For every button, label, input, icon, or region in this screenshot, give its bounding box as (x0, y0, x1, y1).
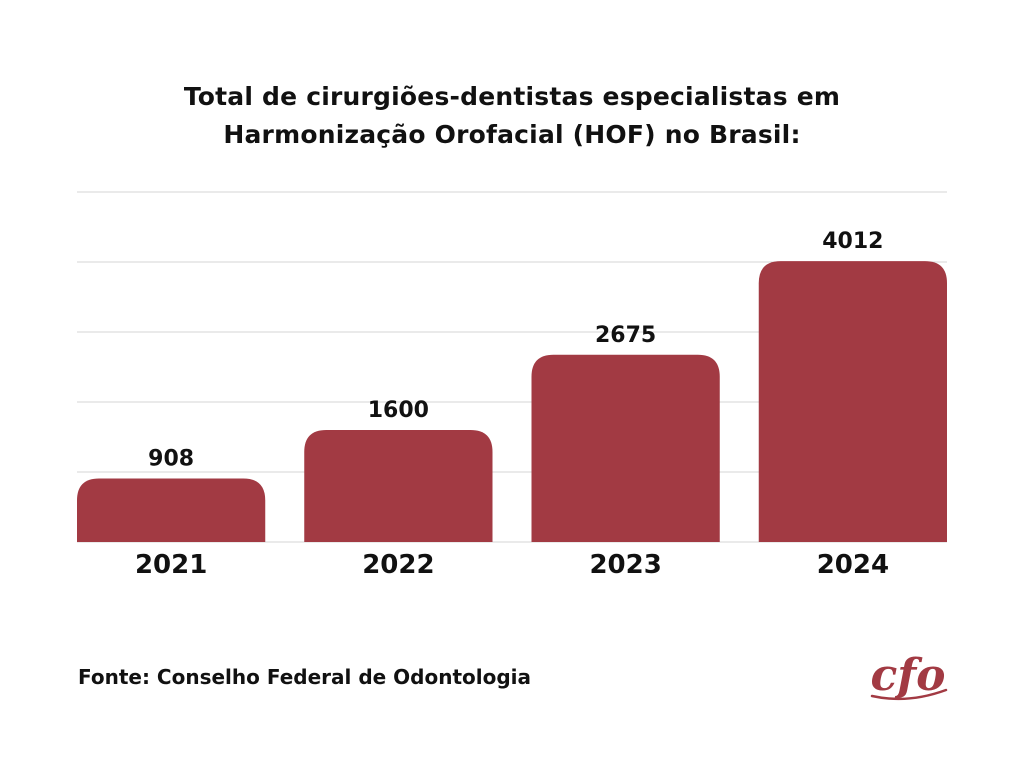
data-label-2024: 4012 (822, 229, 883, 254)
cfo-logo-text: cfo (870, 650, 945, 701)
data-label-2023: 2675 (595, 323, 656, 348)
x-tick-label-2023: 2023 (589, 550, 661, 580)
bar-2024 (758, 261, 947, 542)
bar-2023 (531, 354, 720, 542)
chart-title: Total de cirurgiões-dentistas especialis… (0, 78, 1024, 154)
chart-title-line-1: Total de cirurgiões-dentistas especialis… (183, 82, 841, 111)
data-label-2021: 908 (148, 446, 194, 471)
chart-title-line-2: Harmonização Orofacial (HOF) no Brasil: (223, 120, 801, 149)
data-label-2022: 1600 (368, 398, 429, 423)
x-tick-label-2024: 2024 (817, 550, 889, 580)
cfo-logo: cfo (870, 650, 948, 701)
x-tick-label-2021: 2021 (135, 550, 207, 580)
bar-2022 (304, 430, 493, 542)
bar-2021 (77, 478, 266, 542)
source-note: Fonte: Conselho Federal de Odontologia (78, 665, 532, 689)
bar-chart: 908 2021 1600 2022 2675 2023 4012 2024 (77, 191, 947, 580)
x-tick-label-2022: 2022 (362, 550, 434, 580)
